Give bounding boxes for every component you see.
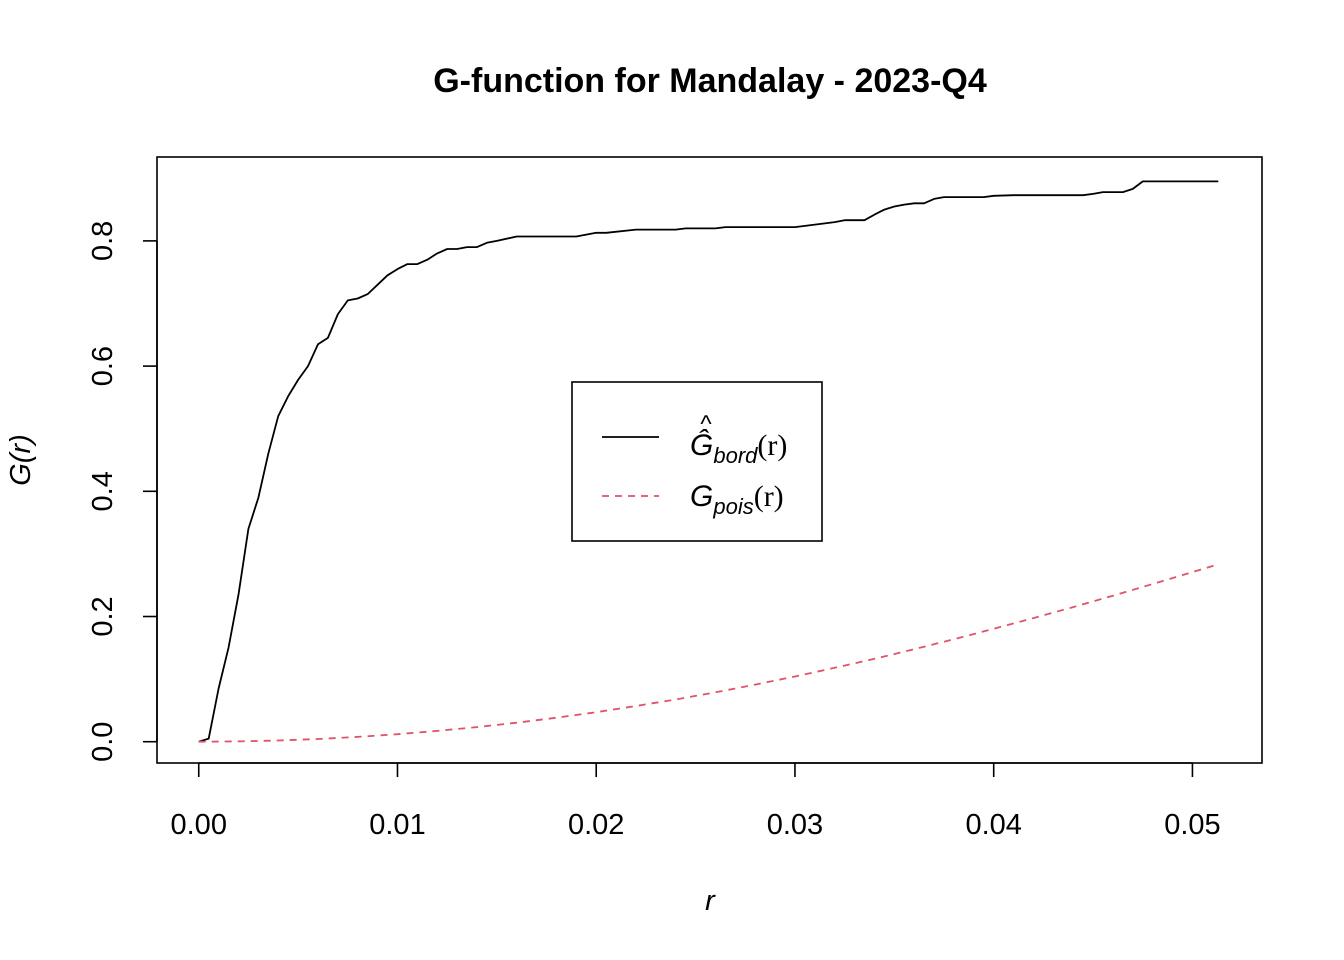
x-axis: 0.00 0.01 0.02 0.03 0.04 0.05 [171, 762, 1221, 841]
series-layer [198, 180, 1219, 743]
x-tick-label: 0.02 [568, 809, 624, 841]
y-axis-label: G(r) [5, 434, 37, 486]
x-tick-label: 0.00 [171, 809, 227, 841]
x-axis-label: r [705, 885, 716, 917]
y-axis: 0.0 0.2 0.4 0.6 0.8 [87, 221, 158, 762]
legend-label-gpois: Gpois(r) [690, 480, 784, 519]
legend-main-gbord: Ĝ [690, 428, 713, 462]
y-tick-label: 0.6 [87, 346, 119, 386]
x-tick-label: 0.04 [965, 809, 1021, 841]
legend-arg-gbord: (r) [757, 429, 787, 462]
x-tick-label: 0.03 [767, 809, 823, 841]
legend-box [571, 381, 823, 542]
y-tick-label: 0.8 [87, 221, 119, 261]
legend-arg-gpois: (r) [754, 480, 784, 513]
series-line-gpois [198, 563, 1219, 743]
legend-main-gpois: G [690, 480, 713, 513]
y-axis-label-group: G(r) [5, 434, 37, 486]
x-tick-label: 0.01 [369, 809, 425, 841]
legend: ^ Ĝbord(r) Gpois(r) [571, 381, 823, 542]
legend-hat-gbord: ^ [700, 411, 712, 438]
legend-sub-gbord: bord [713, 443, 758, 468]
series-line-gbord [198, 180, 1219, 743]
y-tick-label: 0.4 [87, 471, 119, 511]
y-tick-label: 0.2 [87, 596, 119, 636]
y-tick-label: 0.0 [87, 722, 119, 762]
chart-title: G-function for Mandalay - 2023-Q4 [433, 62, 987, 100]
x-tick-label: 0.05 [1164, 809, 1220, 841]
legend-label-gbord: Ĝbord(r) [690, 428, 787, 468]
legend-sub-gpois: pois [712, 494, 753, 519]
